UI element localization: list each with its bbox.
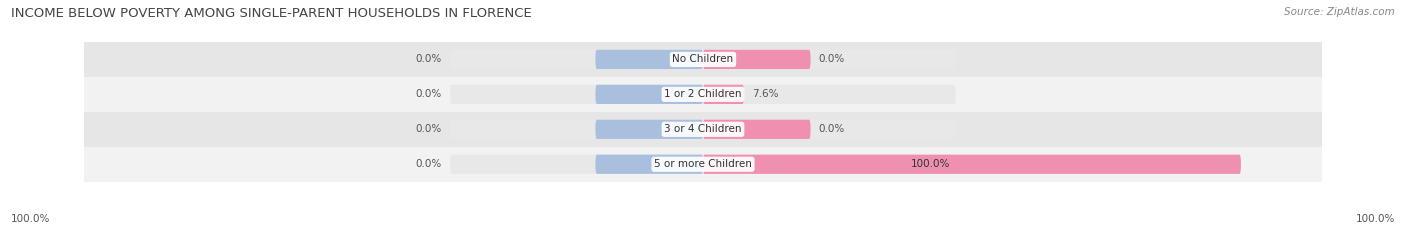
Bar: [84, 112, 1322, 147]
FancyBboxPatch shape: [703, 155, 1241, 174]
Text: 0.0%: 0.0%: [416, 55, 441, 64]
Legend: Single Father, Single Mother: Single Father, Single Mother: [600, 230, 806, 233]
FancyBboxPatch shape: [450, 85, 956, 104]
Text: 0.0%: 0.0%: [818, 124, 845, 134]
FancyBboxPatch shape: [450, 50, 956, 69]
Text: 1 or 2 Children: 1 or 2 Children: [664, 89, 742, 99]
Bar: [84, 77, 1322, 112]
Text: INCOME BELOW POVERTY AMONG SINGLE-PARENT HOUSEHOLDS IN FLORENCE: INCOME BELOW POVERTY AMONG SINGLE-PARENT…: [11, 7, 531, 20]
FancyBboxPatch shape: [450, 120, 956, 139]
Text: 7.6%: 7.6%: [752, 89, 779, 99]
FancyBboxPatch shape: [450, 155, 956, 174]
Text: No Children: No Children: [672, 55, 734, 64]
FancyBboxPatch shape: [595, 155, 703, 174]
FancyBboxPatch shape: [595, 85, 703, 104]
FancyBboxPatch shape: [703, 85, 744, 104]
Text: 0.0%: 0.0%: [416, 124, 441, 134]
FancyBboxPatch shape: [703, 50, 811, 69]
Bar: [84, 42, 1322, 77]
FancyBboxPatch shape: [595, 120, 703, 139]
Text: 0.0%: 0.0%: [416, 89, 441, 99]
Text: 100.0%: 100.0%: [1355, 214, 1395, 224]
Text: 0.0%: 0.0%: [818, 55, 845, 64]
Text: 100.0%: 100.0%: [911, 159, 950, 169]
Text: 0.0%: 0.0%: [416, 159, 441, 169]
Text: 3 or 4 Children: 3 or 4 Children: [664, 124, 742, 134]
Bar: [84, 147, 1322, 182]
Text: 100.0%: 100.0%: [11, 214, 51, 224]
FancyBboxPatch shape: [595, 50, 703, 69]
Text: Source: ZipAtlas.com: Source: ZipAtlas.com: [1284, 7, 1395, 17]
FancyBboxPatch shape: [703, 120, 811, 139]
Text: 5 or more Children: 5 or more Children: [654, 159, 752, 169]
